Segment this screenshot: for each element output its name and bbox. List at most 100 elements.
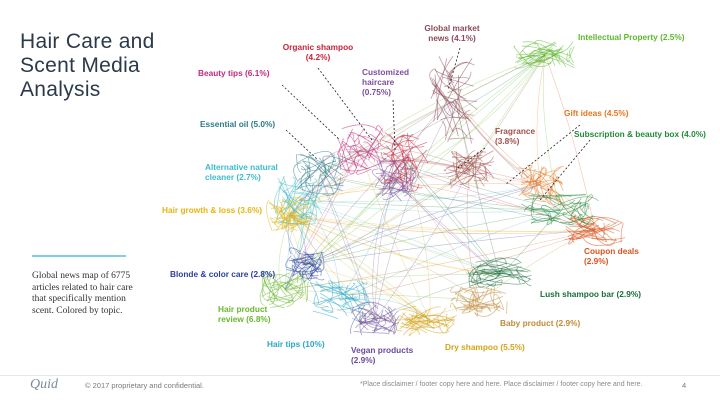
cluster-edge bbox=[287, 214, 310, 223]
cross-edge bbox=[299, 199, 501, 276]
cluster-edge bbox=[327, 165, 332, 173]
cluster-edge bbox=[519, 55, 575, 69]
cluster-edge bbox=[494, 275, 500, 280]
cluster-edge bbox=[450, 296, 457, 302]
cluster-edge bbox=[368, 142, 381, 160]
cluster-edge bbox=[443, 318, 455, 328]
cluster-edge bbox=[261, 277, 270, 302]
cluster-edge bbox=[275, 207, 307, 232]
cluster-edge bbox=[290, 215, 310, 232]
cluster-edge bbox=[482, 162, 488, 182]
cluster-edge bbox=[455, 290, 485, 302]
cluster-dry bbox=[396, 302, 458, 336]
cluster-edge bbox=[268, 202, 286, 229]
cluster-edge bbox=[363, 135, 377, 142]
cluster-edge bbox=[276, 181, 296, 221]
cluster-edge bbox=[539, 181, 563, 189]
cluster-edge bbox=[475, 293, 477, 304]
cluster-edge bbox=[312, 283, 363, 304]
cluster-edge bbox=[356, 301, 393, 315]
cluster-edge bbox=[368, 323, 388, 329]
cluster-edge bbox=[400, 321, 431, 329]
cluster-edge bbox=[573, 216, 592, 235]
cross-edge bbox=[284, 174, 321, 291]
cluster-edge bbox=[469, 288, 477, 309]
cluster-edge bbox=[569, 215, 577, 221]
cluster-edge bbox=[292, 197, 307, 210]
cluster-edge bbox=[433, 78, 455, 104]
cluster-edge bbox=[546, 217, 556, 226]
cluster-edge bbox=[349, 131, 374, 144]
leader-line-global bbox=[447, 47, 461, 91]
cross-edge bbox=[454, 99, 541, 186]
cluster-edge bbox=[401, 312, 446, 334]
cluster-edge bbox=[297, 154, 344, 177]
cluster-layer bbox=[259, 40, 626, 336]
cluster-edge bbox=[290, 211, 304, 217]
cluster-edge bbox=[444, 322, 455, 334]
cluster-edge bbox=[287, 177, 308, 206]
cluster-edge bbox=[347, 149, 374, 153]
cluster-edge bbox=[303, 251, 321, 266]
cluster-blonde bbox=[285, 247, 325, 282]
leader-line-organic bbox=[317, 67, 373, 141]
cluster-edge bbox=[458, 74, 460, 115]
cluster-edge bbox=[620, 223, 624, 243]
cluster-edge bbox=[532, 174, 535, 181]
cluster-edge bbox=[307, 282, 310, 301]
cluster-hairgrowth bbox=[266, 197, 311, 233]
cross-edge bbox=[319, 54, 546, 176]
quid-logo: Quid bbox=[30, 377, 58, 392]
cluster-edge bbox=[569, 195, 594, 204]
cluster-edge bbox=[298, 291, 305, 300]
cluster-edge bbox=[379, 160, 409, 170]
cluster-edge bbox=[468, 268, 505, 278]
cluster-edge bbox=[302, 160, 311, 171]
cluster-edge bbox=[381, 160, 395, 194]
cluster-edge bbox=[584, 194, 593, 215]
cluster-edge bbox=[363, 287, 370, 304]
cross-edge bbox=[339, 229, 596, 301]
cluster-edge bbox=[486, 257, 522, 265]
cluster-edge bbox=[403, 309, 441, 329]
cluster-edge bbox=[356, 280, 367, 298]
cluster-edge bbox=[569, 47, 575, 64]
cluster-edge bbox=[346, 133, 355, 140]
cluster-edge bbox=[274, 221, 298, 231]
cluster-edge bbox=[293, 278, 303, 303]
cross-edge bbox=[339, 179, 396, 301]
cluster-edge bbox=[381, 180, 397, 197]
cluster-edge bbox=[519, 43, 538, 54]
leader-line-custom bbox=[392, 99, 396, 151]
cluster-edge bbox=[530, 217, 561, 225]
cluster-edge bbox=[273, 180, 286, 215]
cluster-edge bbox=[281, 285, 293, 299]
cluster-edge bbox=[320, 293, 348, 317]
topic-label-organic: Organic shampoo (4.2%) bbox=[283, 42, 354, 62]
cluster-edge bbox=[360, 145, 376, 162]
cluster-edge bbox=[389, 310, 399, 322]
cluster-edge bbox=[568, 223, 595, 228]
cluster-edge bbox=[404, 315, 428, 326]
cluster-edge bbox=[388, 170, 406, 196]
cluster-edge bbox=[591, 237, 617, 241]
cluster-edge bbox=[432, 84, 437, 95]
cluster-edge bbox=[393, 151, 416, 169]
cluster-edge bbox=[577, 217, 604, 227]
cluster-review bbox=[259, 270, 310, 309]
cluster-edge bbox=[402, 155, 425, 187]
topic-label-vegan: Vegan products (2.9%) bbox=[351, 345, 414, 365]
cluster-edge bbox=[286, 201, 312, 217]
cluster-edge bbox=[454, 149, 476, 182]
topic-label-gift: Gift ideas (4.5%) bbox=[564, 108, 629, 118]
cluster-edge bbox=[548, 49, 565, 63]
cluster-edge bbox=[400, 168, 417, 179]
cluster-edge bbox=[352, 306, 369, 331]
cluster-gift bbox=[517, 164, 565, 205]
cluster-edge bbox=[372, 328, 390, 335]
cluster-edge bbox=[272, 278, 279, 297]
cluster-edge bbox=[459, 158, 474, 186]
cluster-edge bbox=[301, 274, 307, 303]
cluster-edge bbox=[567, 230, 607, 239]
cluster-edge bbox=[403, 174, 415, 197]
